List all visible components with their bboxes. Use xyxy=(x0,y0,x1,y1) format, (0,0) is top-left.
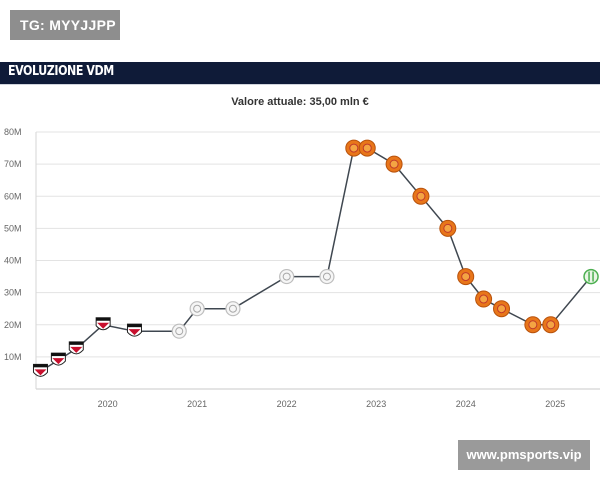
club-marker[interactable] xyxy=(189,301,205,317)
club-marker[interactable] xyxy=(524,316,542,334)
y-tick-label: 20M xyxy=(4,320,22,330)
club-marker[interactable] xyxy=(50,352,66,366)
club-marker[interactable] xyxy=(358,139,376,157)
club-marker[interactable] xyxy=(171,323,187,339)
club-marker-layer xyxy=(32,139,599,377)
club-marker[interactable] xyxy=(493,300,511,318)
club-marker[interactable] xyxy=(542,316,560,334)
y-tick-label: 60M xyxy=(4,191,22,201)
header-bar: EVOLUZIONE VDM xyxy=(0,62,600,85)
club-marker[interactable] xyxy=(319,268,335,285)
club-marker[interactable] xyxy=(68,341,84,355)
x-tick-label: 2022 xyxy=(277,399,297,409)
club-marker[interactable] xyxy=(412,187,430,205)
current-value-subtitle: Valore attuale: 35,00 mln € xyxy=(231,96,369,108)
club-marker[interactable] xyxy=(32,363,48,377)
club-marker[interactable] xyxy=(95,317,111,331)
grid-layer xyxy=(35,131,600,390)
y-tick-labels: 80M 70M 60M 50M 40M 30M 20M 10M xyxy=(4,127,22,362)
club-marker[interactable] xyxy=(279,268,295,285)
club-marker[interactable] xyxy=(126,323,142,337)
chart-title: EVOLUZIONE VDM xyxy=(8,64,114,79)
x-tick-label: 2020 xyxy=(98,399,118,409)
y-tick-label: 70M xyxy=(4,159,22,169)
market-value-line xyxy=(40,147,592,372)
x-tick-label: 2024 xyxy=(456,399,476,409)
telegram-watermark: TG: MYYJJPP xyxy=(10,10,120,40)
x-tick-label: 2025 xyxy=(545,399,565,409)
club-marker[interactable] xyxy=(457,268,475,286)
club-marker[interactable] xyxy=(345,139,363,157)
x-tick-label: 2023 xyxy=(366,399,386,409)
y-tick-label: 30M xyxy=(4,288,22,298)
x-tick-labels: 2020 2021 2022 2023 2024 2025 xyxy=(98,399,566,409)
club-marker[interactable] xyxy=(475,290,493,308)
club-marker[interactable] xyxy=(439,219,457,237)
y-tick-label: 40M xyxy=(4,256,22,266)
club-marker[interactable] xyxy=(385,155,403,173)
y-tick-label: 10M xyxy=(4,352,22,362)
x-tick-label: 2021 xyxy=(187,399,207,409)
site-watermark: www.pmsports.vip xyxy=(458,440,590,470)
y-tick-label: 50M xyxy=(4,223,22,233)
club-marker[interactable] xyxy=(583,268,599,285)
club-marker[interactable] xyxy=(225,301,241,317)
y-tick-label: 80M xyxy=(4,127,22,137)
